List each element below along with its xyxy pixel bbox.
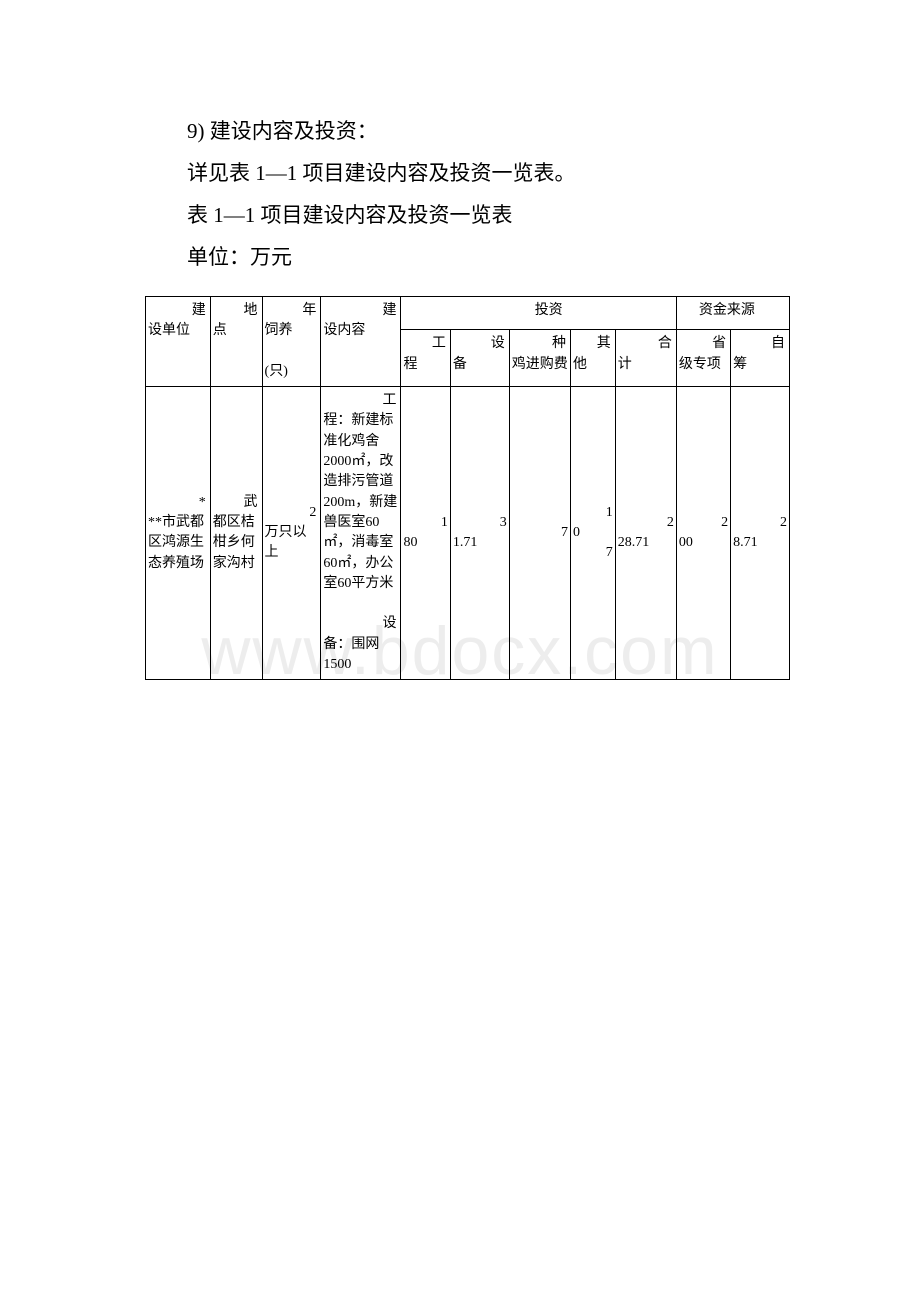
cell-total: 2 28.71 (615, 387, 676, 680)
table-header-row-1: 建 设单位 地 点 年 饲养 (只) 建 设内容 投资 资金来源 (146, 297, 790, 330)
header-scale-top: 年 (265, 301, 319, 321)
document-content: 9) 建设内容及投资： 详见表 1—1 项目建设内容及投资一览表。 表 1—1 … (0, 0, 920, 680)
header-provincial: 省 级专项 (676, 330, 730, 387)
header-other-bottom: 他 (573, 355, 613, 375)
cell-self: 2 8.71 (731, 387, 790, 680)
cell-eng-top: 1 (403, 513, 447, 533)
cell-engineering: 1 80 (401, 387, 450, 680)
header-unit: 建 设单位 (146, 297, 211, 387)
header-investment-group: 投资 (401, 297, 676, 330)
cell-location-bottom: 都区桔柑乡何家沟村 (213, 513, 260, 574)
cell-provincial-bottom: 00 (679, 533, 728, 553)
cell-content-sec1-top: 工 (323, 391, 398, 411)
header-provincial-top: 省 (679, 334, 728, 354)
cell-content-sec2-body: 备：围网1500 (323, 635, 398, 676)
cell-location-top: 武 (213, 493, 260, 513)
cell-unit-bottom: **市武都区鸿源生态养殖场 (148, 513, 208, 574)
header-scale: 年 饲养 (只) (262, 297, 321, 387)
header-eng-top: 工 (403, 334, 447, 354)
cell-other-top: 1 (573, 503, 613, 523)
header-total: 合 计 (615, 330, 676, 387)
cell-chicken: 7 (509, 387, 570, 680)
investment-table: 建 设单位 地 点 年 饲养 (只) 建 设内容 投资 资金来源 (145, 296, 790, 680)
cell-scale: 2 万只以上 (262, 387, 321, 680)
paragraph-item9: 9) 建设内容及投资： (145, 110, 790, 152)
paragraph-table-title: 表 1—1 项目建设内容及投资一览表 (145, 194, 790, 236)
header-location-bottom: 点 (213, 321, 260, 341)
header-content-top: 建 (323, 301, 398, 321)
header-location-top: 地 (213, 301, 260, 321)
cell-equipment: 3 1.71 (450, 387, 509, 680)
cell-self-bottom: 8.71 (733, 533, 787, 553)
header-equipment: 设 备 (450, 330, 509, 387)
cell-other-mid: 0 (573, 523, 613, 543)
header-equip-bottom: 备 (453, 355, 507, 375)
header-content-bottom: 设内容 (323, 321, 398, 341)
header-content: 建 设内容 (321, 297, 401, 387)
header-self-top: 自 (733, 334, 787, 354)
table-data-row-1: * **市武都区鸿源生态养殖场 武 都区桔柑乡何家沟村 2 万只以上 工 程：新… (146, 387, 790, 680)
header-other: 其 他 (570, 330, 615, 387)
cell-equip-bottom: 1.71 (453, 533, 507, 553)
cell-scale-bottom: 万只以上 (265, 523, 319, 564)
header-chicken-top: 种 (512, 334, 568, 354)
header-self-bottom: 筹 (733, 355, 787, 375)
header-total-bottom: 计 (618, 355, 674, 375)
header-total-top: 合 (618, 334, 674, 354)
header-self: 自 筹 (731, 330, 790, 387)
header-unit-bottom: 设单位 (148, 321, 208, 341)
cell-total-top: 2 (618, 513, 674, 533)
header-fund-source-label: 资金来源 (679, 303, 755, 318)
header-other-top: 其 (573, 334, 613, 354)
header-chicken-bottom: 鸡进购费 (512, 355, 568, 375)
cell-total-bottom: 28.71 (618, 533, 674, 553)
header-chicken: 种 鸡进购费 (509, 330, 570, 387)
cell-other: 1 0 7 (570, 387, 615, 680)
header-equip-top: 设 (453, 334, 507, 354)
header-fund-source-group: 资金来源 (676, 297, 789, 330)
header-scale-bottom: 饲养 (只) (265, 321, 319, 382)
header-unit-top: 建 (148, 301, 208, 321)
cell-scale-top: 2 (265, 503, 319, 523)
cell-content: 工 程：新建标准化鸡舍2000㎡，改造排污管道200m，新建兽医室60㎡，消毒室… (321, 387, 401, 680)
cell-unit: * **市武都区鸿源生态养殖场 (146, 387, 211, 680)
cell-location: 武 都区桔柑乡何家沟村 (210, 387, 262, 680)
cell-eng-bottom: 80 (403, 533, 447, 553)
cell-provincial-top: 2 (679, 513, 728, 533)
header-provincial-bottom: 级专项 (679, 355, 728, 375)
cell-self-top: 2 (733, 513, 787, 533)
cell-equip-top: 3 (453, 513, 507, 533)
cell-other-bottom: 7 (573, 543, 613, 563)
header-investment-label: 投资 (515, 303, 563, 318)
paragraph-unit: 单位：万元 (145, 236, 790, 278)
cell-content-sec2-top: 设 (323, 614, 398, 634)
header-location: 地 点 (210, 297, 262, 387)
cell-content-sec1-body: 程：新建标准化鸡舍2000㎡，改造排污管道200m，新建兽医室60㎡，消毒室60… (323, 411, 398, 594)
paragraph-detail: 详见表 1—1 项目建设内容及投资一览表。 (145, 152, 790, 194)
cell-unit-top: * (148, 493, 208, 513)
cell-provincial: 2 00 (676, 387, 730, 680)
header-eng-bottom: 程 (403, 355, 447, 375)
header-engineering: 工 程 (401, 330, 450, 387)
